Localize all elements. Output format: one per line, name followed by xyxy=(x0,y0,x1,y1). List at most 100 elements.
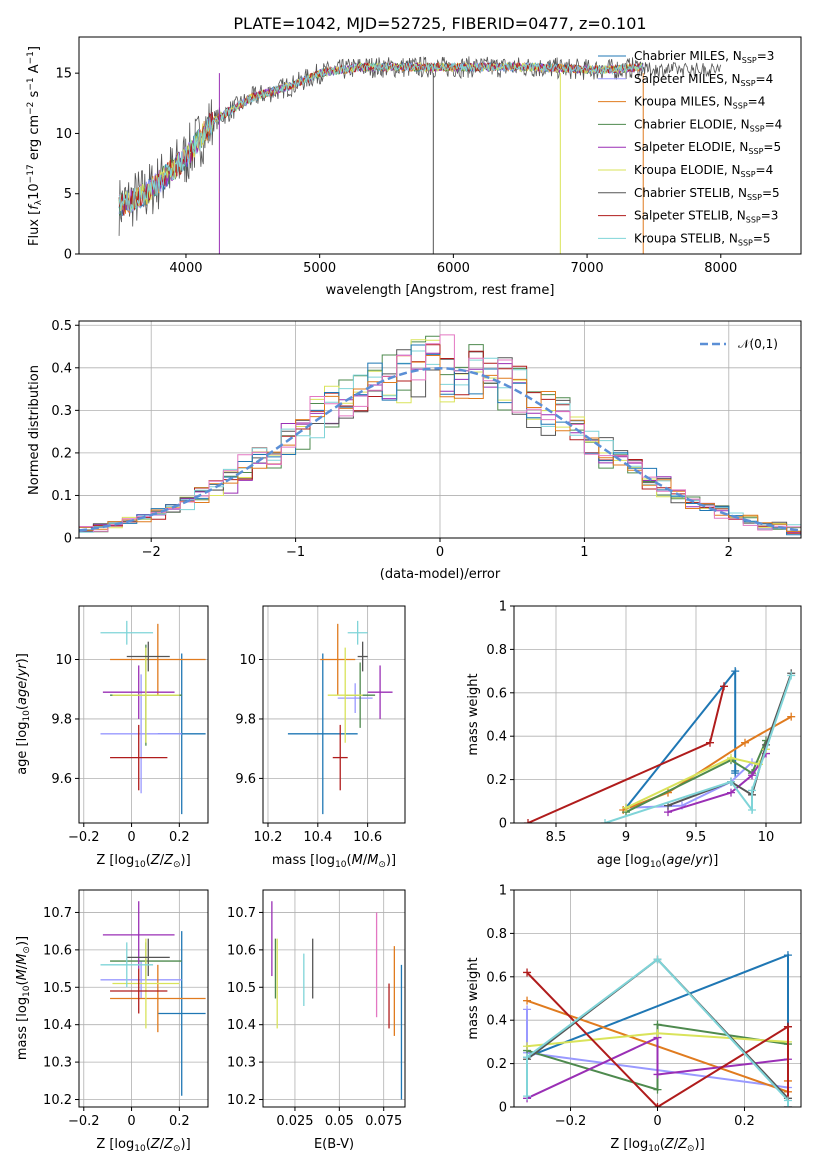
weight-vs-Z-point-marker xyxy=(523,1005,532,1014)
mass-vs-ebv-ytick-label: 10.4 xyxy=(227,1018,256,1033)
weight-vs-age-point-marker xyxy=(741,738,749,747)
weight-vs-age-ytick-label: 0.2 xyxy=(486,773,507,788)
spectrum-legend-label: Salpeter MILES, NSSP=4 xyxy=(634,72,773,88)
spectrum-ytick-label: 15 xyxy=(55,67,72,82)
age-vs-Z-ylabel: age [log10(age/yr)] xyxy=(15,653,32,775)
spectrum-xtick-label: 5000 xyxy=(303,261,336,276)
mass-vs-ebv-ytick-label: 10.5 xyxy=(227,981,256,996)
weight-vs-age-point-marker xyxy=(731,667,740,676)
weight-vs-Z-ylabel: mass weight xyxy=(466,957,481,1039)
mass-vs-Z-ytick-label: 10.6 xyxy=(43,943,72,958)
weight-vs-Z-point-marker xyxy=(653,955,662,964)
weight-vs-Z-point-marker xyxy=(783,1103,792,1107)
weight-vs-Z-point-marker xyxy=(653,1029,662,1038)
mass-vs-ebv-ytick-label: 10.6 xyxy=(227,943,256,958)
weight-vs-Z-ytick-label: 0.2 xyxy=(486,1057,507,1072)
spectrum-legend-label: Kroupa ELODIE, NSSP=4 xyxy=(634,163,773,179)
mass-vs-Z-ylabel: mass [log10(M/M⊙)] xyxy=(15,936,32,1060)
age-vs-mass-ytick-label: 9.6 xyxy=(235,772,256,787)
mass-vs-Z-xtick-label: 0 xyxy=(127,1114,135,1129)
spectrum-plot-area xyxy=(118,56,722,254)
weight-vs-age-xlabel: age [log10(age/yr)] xyxy=(597,853,719,870)
spectrum-legend-label: Kroupa MILES, NSSP=4 xyxy=(634,95,765,111)
residuals-xtick-label: −1 xyxy=(286,545,305,560)
weight-vs-age-ytick-label: 1 xyxy=(499,600,507,615)
weight-vs-age-point-marker xyxy=(727,753,735,762)
residuals-ytick-label: 0.5 xyxy=(51,319,72,334)
mass-vs-ebv-xlabel: E(B-V) xyxy=(314,1137,354,1152)
mass-vs-Z-frame xyxy=(78,889,209,1108)
age-vs-Z-xtick-label: 0 xyxy=(127,830,135,845)
mass-vs-ebv-ytick-label: 10.3 xyxy=(227,1056,256,1071)
spectrum-frame xyxy=(78,36,802,255)
spectrum-legend-label: Chabrier MILES, NSSP=3 xyxy=(634,49,774,65)
mass-vs-ebv-axes xyxy=(259,890,405,1111)
weight-vs-Z-ytick-label: 0.8 xyxy=(486,927,507,942)
weight-vs-Z-point-marker xyxy=(783,1022,792,1031)
weight-vs-age-point-marker xyxy=(727,777,735,786)
weight-vs-age-frame xyxy=(513,605,802,824)
age-vs-Z-plot-area xyxy=(100,620,206,815)
age-vs-mass-xtick-label: 10.2 xyxy=(254,830,283,845)
weight-vs-Z-frame xyxy=(513,889,802,1108)
weight-vs-age-point-marker xyxy=(748,805,756,814)
mass-vs-ebv-frame xyxy=(262,889,406,1108)
age-vs-mass-axes xyxy=(259,606,405,827)
weight-vs-Z-ytick-label: 0 xyxy=(499,1101,507,1116)
weight-vs-Z-point-marker xyxy=(523,968,532,977)
spectrum-ylabel: Flux [fλ10−17 erg cm−2 s−1 A−1] xyxy=(26,46,44,246)
age-vs-Z-ytick-label: 10 xyxy=(55,653,72,668)
weight-vs-age-plot-area xyxy=(524,667,796,823)
weight-vs-age-point-marker xyxy=(720,682,728,691)
age-vs-Z-ytick-label: 9.6 xyxy=(51,772,72,787)
age-vs-mass-frame xyxy=(262,605,406,824)
mass-vs-ebv-ytick-label: 10.2 xyxy=(227,1093,256,1108)
age-vs-mass-xtick-label: 10.4 xyxy=(303,830,332,845)
residuals-ytick-label: 0.2 xyxy=(51,446,72,461)
weight-vs-age-point-marker xyxy=(601,819,609,823)
weight-vs-age-point-marker xyxy=(748,771,756,780)
spectrum-legend-label: Chabrier ELODIE, NSSP=4 xyxy=(634,117,782,133)
weight-vs-age-ytick-label: 0.4 xyxy=(486,730,507,745)
mass-vs-Z-ytick-label: 10.7 xyxy=(43,906,72,921)
mass-vs-Z-ytick-label: 10.3 xyxy=(43,1056,72,1071)
weight-vs-age-xtick-label: 9 xyxy=(622,830,630,845)
residuals-histogram xyxy=(79,334,801,532)
weight-vs-Z-point-marker xyxy=(653,1070,662,1079)
mass-vs-Z-xtick-label: 0.2 xyxy=(169,1114,190,1129)
weight-vs-age-point-marker xyxy=(622,803,630,812)
weight-vs-age-xtick-label: 9.5 xyxy=(686,830,707,845)
mass-vs-ebv-xtick-label: 0.05 xyxy=(325,1114,354,1129)
residuals-normal-curve xyxy=(79,367,801,532)
age-vs-mass-ytick-label: 9.8 xyxy=(235,712,256,727)
spectrum-xtick-label: 7000 xyxy=(571,261,604,276)
weight-vs-Z-point-marker xyxy=(523,1053,532,1062)
residuals-legend-label: 𝒩(0,1) xyxy=(738,337,778,351)
spectrum-legend-label: Kroupa STELIB, NSSP=5 xyxy=(634,231,771,247)
mass-vs-ebv-xtick-label: 0.075 xyxy=(365,1114,402,1129)
mass-vs-ebv-ytick-label: 10.7 xyxy=(227,906,256,921)
weight-vs-age-ytick-label: 0 xyxy=(499,817,507,832)
residuals-ytick-label: 0.4 xyxy=(51,361,72,376)
mass-vs-Z-ytick-label: 10.2 xyxy=(43,1093,72,1108)
weight-vs-Z-point-marker xyxy=(653,1085,662,1094)
age-vs-Z-xtick-label: −0.2 xyxy=(68,830,100,845)
weight-vs-Z-point-marker xyxy=(653,1020,662,1029)
weight-vs-Z-point-marker xyxy=(783,951,792,960)
residuals-xlabel: (data-model)/error xyxy=(380,567,501,582)
weight-vs-Z-xlabel: Z [log10(Z/Z⊙)] xyxy=(610,1137,704,1154)
spectrum-legend-label: Salpeter STELIB, NSSP=3 xyxy=(634,209,778,225)
weight-vs-age-ytick-label: 0.6 xyxy=(486,686,507,701)
age-vs-Z-xlabel: Z [log10(Z/Z⊙)] xyxy=(96,853,190,870)
weight-vs-Z-point-marker xyxy=(653,1103,662,1107)
residuals-histogram xyxy=(79,355,801,532)
residuals-ytick-label: 0.1 xyxy=(51,489,72,504)
age-vs-Z-xtick-label: 0.2 xyxy=(169,830,190,845)
mass-vs-Z-ytick-label: 10.5 xyxy=(43,981,72,996)
residuals-plot-area xyxy=(79,334,801,536)
mass-vs-Z-xtick-label: −0.2 xyxy=(68,1114,100,1129)
residuals-frame xyxy=(78,320,802,539)
spectrum-ytick-label: 10 xyxy=(55,127,72,142)
weight-vs-age-point-marker xyxy=(787,671,796,680)
